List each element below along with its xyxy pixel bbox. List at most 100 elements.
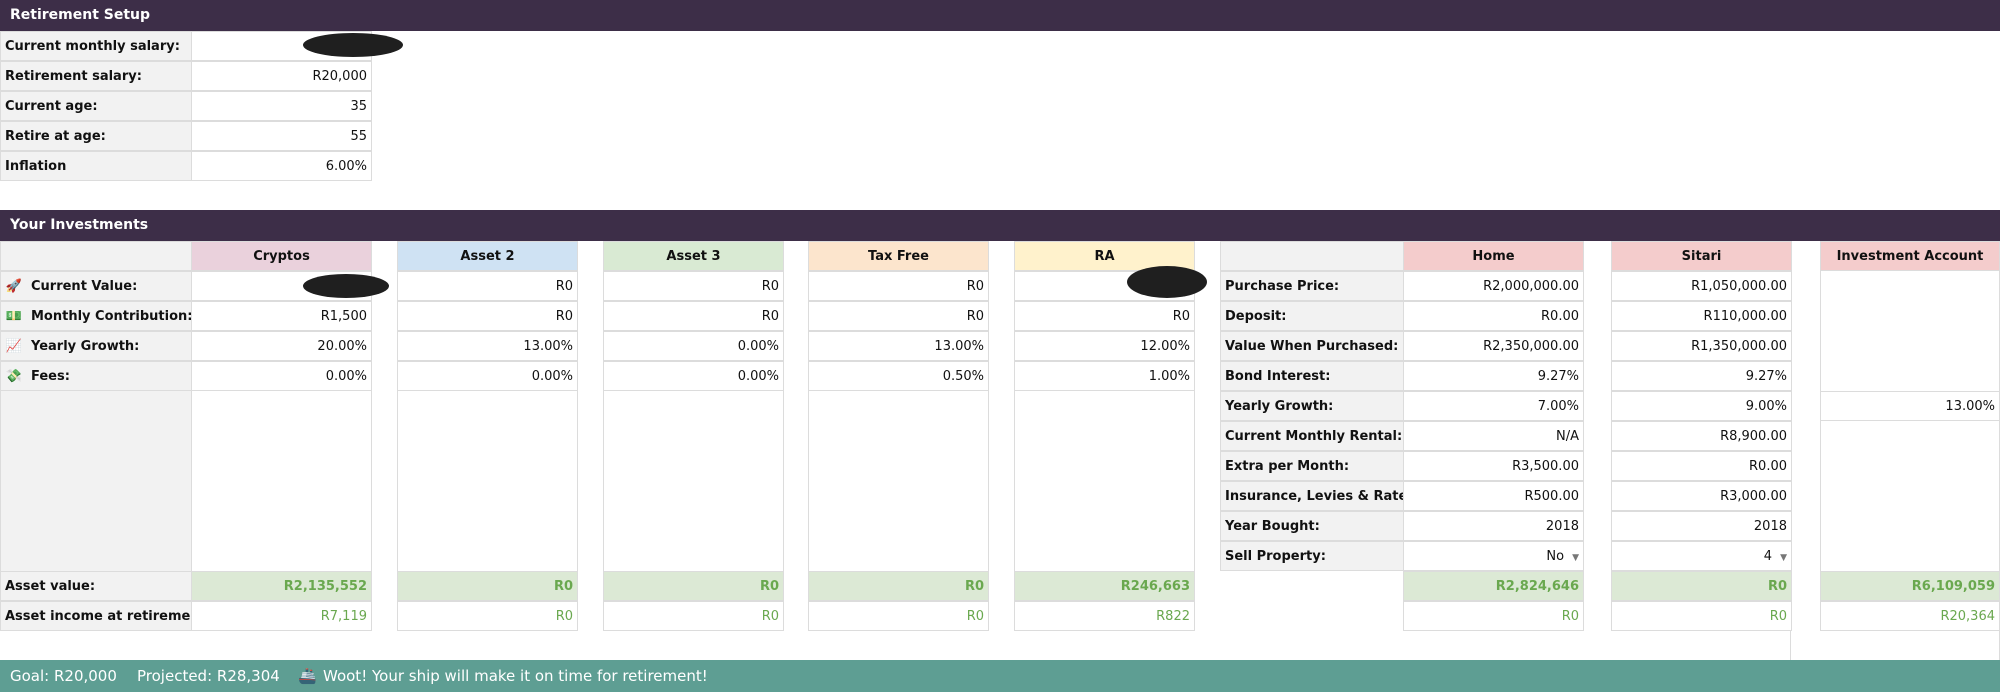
goal-text: Goal: R20,000 [10,667,117,685]
asset-value-cell: R2,135,552 [191,571,372,601]
property-label: Bond Interest: [1220,361,1404,391]
investment-account-value-cell: R6,109,059 [1820,571,2000,601]
investment-account-blank [1820,271,2000,391]
asset-value-cell: R246,663 [1014,571,1195,601]
investment-account-growth-cell[interactable]: 13.00% [1820,391,2000,421]
investment-row-label: 📈 Yearly Growth: [0,331,192,361]
sell-property-select[interactable]: No ▼ [1403,541,1584,571]
sell-property-value: 4 [1763,549,1773,564]
sell-property-select[interactable]: 4 ▼ [1611,541,1792,571]
property-value-cell[interactable]: R110,000.00 [1611,301,1792,331]
property-value-cell[interactable]: R0.00 [1403,301,1584,331]
dropdown-caret-icon[interactable]: ▼ [1780,553,1787,563]
asset-fees-cell[interactable]: 0.00% [603,361,784,391]
setup-label: Current age: [0,91,192,121]
property-header-sitari: Sitari [1611,241,1792,271]
property-value-cell[interactable]: R1,050,000.00 [1611,271,1792,301]
property-value-cell[interactable]: R2,000,000.00 [1403,271,1584,301]
property-label: Purchase Price: [1220,271,1404,301]
asset-current-cell[interactable]: R0 [397,271,578,301]
property-value-cell[interactable]: R8,900.00 [1611,421,1792,451]
asset-current-cell[interactable]: R0 [603,271,784,301]
asset-monthly-cell[interactable]: R0 [1014,301,1195,331]
row-label-text: Monthly Contribution: [31,309,192,324]
projected-text: Projected: R28,304 [137,667,280,685]
investment-account-income-cell: R20,364 [1820,601,2000,631]
label-column-gap [0,391,192,571]
asset-current-cell[interactable]: R0 [808,271,989,301]
asset-monthly-cell[interactable]: R1,500 [191,301,372,331]
asset-monthly-cell[interactable]: R0 [808,301,989,331]
asset-income-label: Asset income at retirement: [0,601,192,631]
status-message: Woot! Your ship will make it on time for… [323,667,708,685]
property-value-cell[interactable]: R2,350,000.00 [1403,331,1584,361]
property-corner-cell [1220,241,1404,271]
redacted-salary [303,33,403,57]
property-label: Value When Purchased: [1220,331,1404,361]
property-value-cell[interactable]: N/A [1403,421,1584,451]
asset-header-asset-3: Asset 3 [603,241,784,271]
row-label-text: Current Value: [31,279,138,294]
property-label: Yearly Growth: [1220,391,1404,421]
investment-row-label: 💸 Fees: [0,361,192,391]
asset-column-body [603,391,784,571]
setup-label: Retire at age: [0,121,192,151]
investment-account-header: Investment Account [1820,241,2000,271]
setup-label: Current monthly salary: [0,31,192,61]
property-value-cell[interactable]: R3,000.00 [1611,481,1792,511]
investment-account-body [1820,421,2000,571]
asset-header-cryptos: Cryptos [191,241,372,271]
property-value-cell[interactable]: R3,500.00 [1403,451,1584,481]
investment-row-label: 💵 Monthly Contribution: [0,301,192,331]
asset-growth-cell[interactable]: 12.00% [1014,331,1195,361]
asset-fees-cell[interactable]: 0.00% [397,361,578,391]
row-label-text: Fees: [31,369,70,384]
redacted-ra-value [1127,266,1207,298]
trailing-gridline [1790,631,2000,660]
asset-column-body [808,391,989,571]
ship-icon: 🚢 [298,667,317,685]
asset-monthly-cell[interactable]: R0 [397,301,578,331]
asset-header-asset-2: Asset 2 [397,241,578,271]
status-footer: Goal: R20,000 Projected: R28,304 🚢 Woot!… [0,660,2000,692]
row-label-text: Yearly Growth: [31,339,140,354]
property-label: Extra per Month: [1220,451,1404,481]
asset-fees-cell[interactable]: 0.50% [808,361,989,391]
property-value-cell[interactable]: R500.00 [1403,481,1584,511]
asset-header-tax-free: Tax Free [808,241,989,271]
property-header-home: Home [1403,241,1584,271]
property-value-cell[interactable]: R0.00 [1611,451,1792,481]
asset-monthly-cell[interactable]: R0 [603,301,784,331]
asset-value-label: Asset value: [0,571,192,601]
property-value-cell[interactable]: R1,350,000.00 [1611,331,1792,361]
asset-fees-cell[interactable]: 1.00% [1014,361,1195,391]
chart-up-icon: 📈 [5,339,23,354]
setup-value-cell[interactable]: 6.00% [191,151,372,181]
asset-column-body [191,391,372,571]
asset-column-body [1014,391,1195,571]
investment-row-label: 🚀 Current Value: [0,271,192,301]
property-label: Sell Property: [1220,541,1404,571]
setup-value-cell[interactable]: 35 [191,91,372,121]
property-value-cell[interactable]: 2018 [1611,511,1792,541]
property-value-cell[interactable]: 9.00% [1611,391,1792,421]
property-value-cell[interactable]: 9.27% [1611,361,1792,391]
setup-value-cell[interactable]: 55 [191,121,372,151]
redacted-crypto-value [303,274,389,298]
setup-value-cell[interactable]: R20,000 [191,61,372,91]
asset-growth-cell[interactable]: 13.00% [808,331,989,361]
asset-growth-cell[interactable]: 0.00% [603,331,784,361]
asset-growth-cell[interactable]: 13.00% [397,331,578,361]
money-icon: 💵 [5,309,23,324]
dropdown-caret-icon[interactable]: ▼ [1572,553,1579,563]
property-value-cell[interactable]: 2018 [1403,511,1584,541]
property-label: Year Bought: [1220,511,1404,541]
property-label: Insurance, Levies & Rates [1220,481,1404,511]
property-value-cell[interactable]: 7.00% [1403,391,1584,421]
property-value-cell[interactable]: 9.27% [1403,361,1584,391]
property-income-cell: R0 [1611,601,1792,631]
corner-cell [0,241,192,271]
property-asset-value-cell: R2,824,646 [1403,571,1584,601]
asset-growth-cell[interactable]: 20.00% [191,331,372,361]
asset-fees-cell[interactable]: 0.00% [191,361,372,391]
